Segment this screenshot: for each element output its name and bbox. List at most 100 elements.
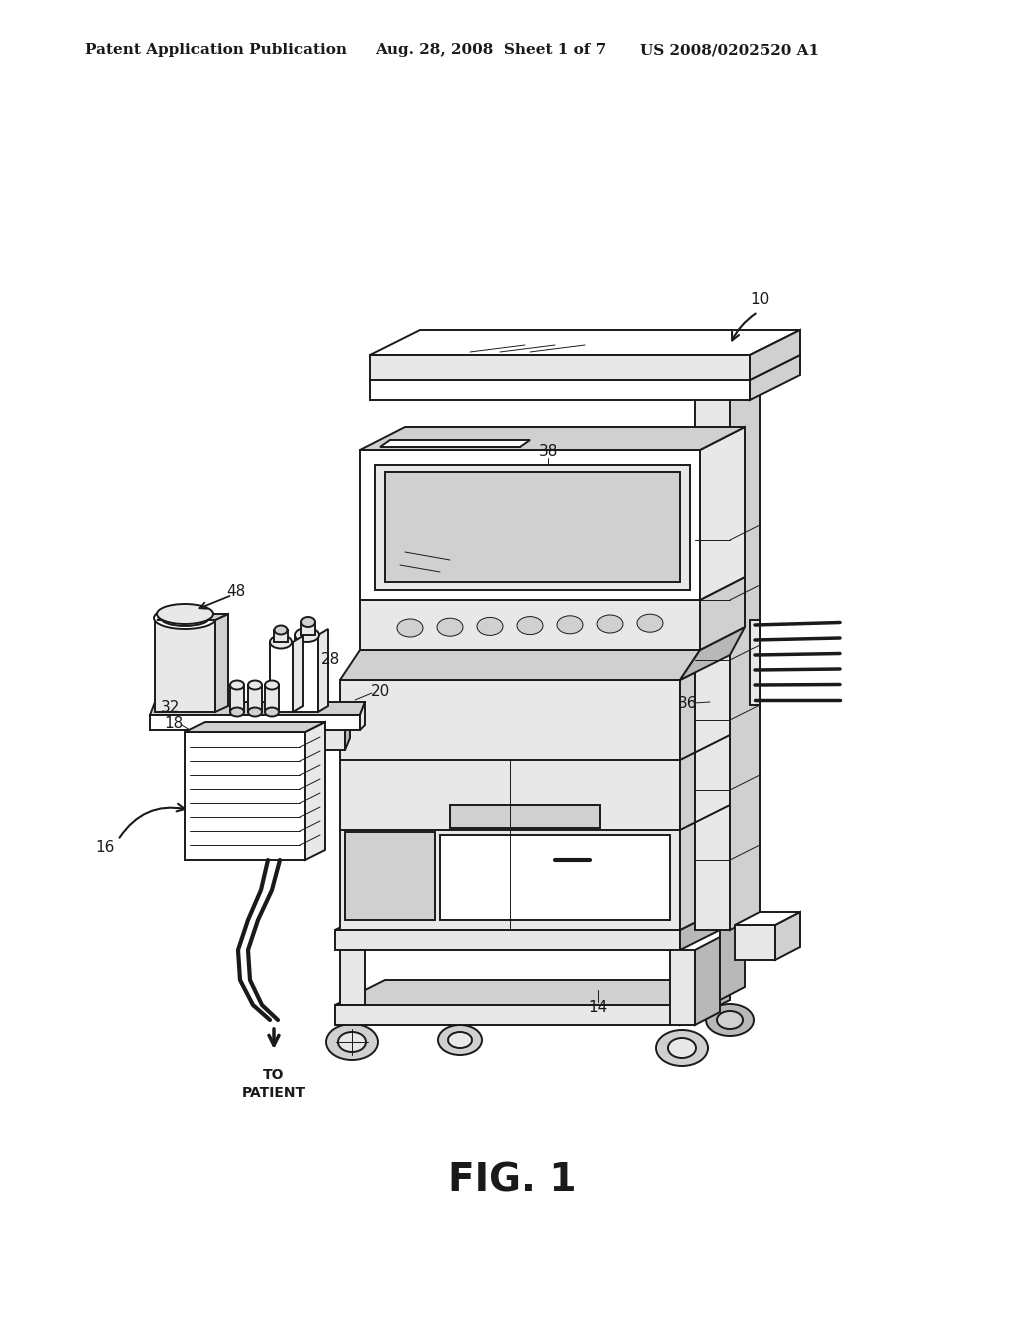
Polygon shape [155, 620, 215, 711]
Polygon shape [680, 655, 730, 931]
Polygon shape [318, 630, 328, 711]
Ellipse shape [438, 1026, 482, 1055]
Ellipse shape [517, 616, 543, 635]
Ellipse shape [248, 708, 262, 717]
Ellipse shape [301, 616, 315, 627]
Polygon shape [157, 614, 228, 620]
Polygon shape [735, 925, 775, 960]
Polygon shape [270, 642, 293, 711]
Polygon shape [380, 440, 530, 447]
Ellipse shape [706, 1005, 754, 1036]
Text: 48: 48 [226, 585, 246, 599]
Ellipse shape [326, 1024, 378, 1060]
Ellipse shape [230, 681, 244, 689]
Polygon shape [370, 355, 800, 380]
Ellipse shape [248, 681, 262, 689]
Polygon shape [150, 702, 365, 715]
Polygon shape [775, 912, 800, 960]
Ellipse shape [161, 610, 209, 626]
Polygon shape [335, 979, 730, 1005]
Polygon shape [185, 722, 325, 733]
Polygon shape [370, 355, 750, 380]
Text: PATIENT: PATIENT [242, 1086, 306, 1100]
Polygon shape [340, 950, 365, 1005]
Polygon shape [265, 685, 279, 711]
Polygon shape [680, 627, 745, 680]
Polygon shape [340, 680, 680, 931]
Polygon shape [750, 620, 760, 705]
Ellipse shape [270, 635, 292, 648]
Polygon shape [450, 805, 600, 828]
Polygon shape [335, 931, 680, 950]
Polygon shape [375, 465, 690, 590]
Ellipse shape [557, 616, 583, 634]
Polygon shape [248, 685, 262, 711]
Text: 32: 32 [161, 701, 179, 715]
Ellipse shape [717, 1011, 743, 1030]
Polygon shape [730, 355, 760, 931]
Polygon shape [360, 601, 700, 649]
Polygon shape [230, 685, 244, 711]
Polygon shape [370, 355, 800, 380]
Text: 10: 10 [751, 293, 770, 308]
Text: 20: 20 [371, 685, 389, 700]
Polygon shape [305, 722, 325, 861]
Polygon shape [215, 614, 228, 711]
Polygon shape [695, 937, 720, 1026]
Ellipse shape [274, 626, 288, 635]
Polygon shape [370, 380, 750, 400]
Text: 16: 16 [95, 841, 115, 855]
Polygon shape [274, 630, 288, 642]
Ellipse shape [437, 618, 463, 636]
Polygon shape [700, 426, 745, 601]
Polygon shape [335, 906, 730, 931]
Text: 18: 18 [165, 717, 183, 731]
Text: 14: 14 [589, 1001, 607, 1015]
Polygon shape [150, 715, 360, 730]
Text: TO: TO [263, 1068, 285, 1082]
Text: Patent Application Publication: Patent Application Publication [85, 44, 347, 57]
Polygon shape [750, 330, 800, 380]
Polygon shape [720, 906, 745, 1001]
Ellipse shape [338, 1032, 366, 1052]
Ellipse shape [157, 605, 213, 624]
Ellipse shape [477, 618, 503, 635]
Ellipse shape [449, 1032, 472, 1048]
Polygon shape [385, 473, 680, 582]
Text: Aug. 28, 2008  Sheet 1 of 7: Aug. 28, 2008 Sheet 1 of 7 [375, 44, 606, 57]
Polygon shape [700, 577, 745, 649]
Polygon shape [195, 715, 350, 730]
Polygon shape [335, 1005, 680, 1026]
Polygon shape [185, 733, 305, 861]
Polygon shape [695, 370, 730, 931]
Ellipse shape [597, 615, 623, 634]
Ellipse shape [295, 628, 319, 642]
Polygon shape [750, 355, 800, 400]
Polygon shape [293, 636, 303, 711]
Ellipse shape [265, 681, 279, 689]
Polygon shape [301, 622, 315, 635]
Polygon shape [340, 649, 700, 680]
Polygon shape [680, 906, 730, 950]
Polygon shape [360, 426, 745, 450]
Polygon shape [670, 950, 695, 1026]
Polygon shape [345, 715, 350, 750]
Text: 28: 28 [321, 652, 340, 668]
Polygon shape [440, 836, 670, 920]
Text: US 2008/0202520 A1: US 2008/0202520 A1 [640, 44, 819, 57]
Text: 36: 36 [678, 696, 697, 710]
Polygon shape [360, 450, 700, 601]
Ellipse shape [656, 1030, 708, 1067]
Ellipse shape [668, 1038, 696, 1059]
Polygon shape [360, 702, 365, 730]
Text: FIG. 1: FIG. 1 [447, 1162, 577, 1199]
Polygon shape [345, 832, 435, 920]
Ellipse shape [637, 614, 663, 632]
Ellipse shape [230, 708, 244, 717]
Polygon shape [735, 912, 800, 925]
Ellipse shape [397, 619, 423, 638]
Polygon shape [680, 979, 730, 1026]
Text: 38: 38 [539, 445, 558, 459]
Polygon shape [370, 330, 800, 355]
Ellipse shape [265, 708, 279, 717]
